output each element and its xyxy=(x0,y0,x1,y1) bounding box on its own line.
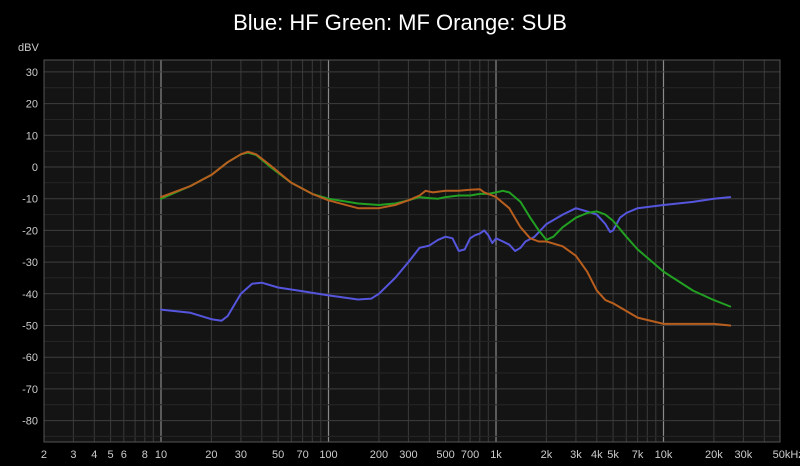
plot-border xyxy=(43,59,781,443)
x-tick-label: 4k xyxy=(591,449,603,461)
x-tick-label: 1k xyxy=(490,449,502,461)
y-tick-label: -60 xyxy=(22,352,38,364)
x-tick-label: 7k xyxy=(632,449,644,461)
x-tick-label: 100 xyxy=(319,449,337,461)
plot-area xyxy=(44,60,780,442)
y-tick-label: -20 xyxy=(22,225,38,237)
x-tick-labels: 2 3 4 5 6 8 10 20 30 50 70 100 200 300 500 700 1k 2k 3k 4k 5… xyxy=(41,449,800,461)
y-tick-label: 20 xyxy=(26,99,38,111)
x-tick-label: 200 xyxy=(370,449,388,461)
x-tick-label: 20k xyxy=(705,449,723,461)
y-tick-label: -30 xyxy=(22,257,38,269)
x-tick-label: 2k xyxy=(541,449,553,461)
x-tick-label: 5k xyxy=(607,449,619,461)
x-tick-label: 30 xyxy=(235,449,247,461)
series-line-2 xyxy=(160,151,732,308)
x-tick-label: 8 xyxy=(142,449,148,461)
x-tick-label: 6 xyxy=(121,449,127,461)
x-tick-label: 2 xyxy=(41,449,47,461)
x-tick-label: 3k xyxy=(570,449,582,461)
y-tick-label: -70 xyxy=(22,384,38,396)
y-tick-label: -10 xyxy=(22,194,38,206)
series-group xyxy=(160,150,732,327)
y-tick-label: 10 xyxy=(26,130,38,142)
x-tick-label: 4 xyxy=(91,449,97,461)
x-tick-label: 70 xyxy=(296,449,308,461)
x-tick-label: 50 xyxy=(272,449,284,461)
y-tick-label: -80 xyxy=(22,416,38,428)
x-tick-label: 30k xyxy=(735,449,753,461)
y-tick-label: -50 xyxy=(22,321,38,333)
grid xyxy=(43,59,781,443)
x-tick-label: 500 xyxy=(436,449,454,461)
y-tick-label: -40 xyxy=(22,289,38,301)
x-tick-label: 10 xyxy=(155,449,167,461)
y-tick-labels: 30 20 10 0 -10 -20 -30 -40 -50 -60 -70 -80 xyxy=(22,67,38,428)
y-axis-label: dBV xyxy=(18,42,39,54)
y-tick-label: 30 xyxy=(26,67,38,79)
x-tick-label: 700 xyxy=(461,449,479,461)
x-tick-label: 5 xyxy=(108,449,114,461)
x-tick-label: 20 xyxy=(205,449,217,461)
series-line-3 xyxy=(160,150,732,327)
x-tick-label: 300 xyxy=(399,449,417,461)
x-tick-label: 3 xyxy=(70,449,76,461)
x-tick-label: 10k xyxy=(655,449,673,461)
series-line-1 xyxy=(160,196,732,322)
x-tick-label: 50kHz xyxy=(773,449,800,461)
chart-title: Blue: HF Green: MF Orange: SUB xyxy=(233,10,567,35)
y-tick-label: 0 xyxy=(32,162,38,174)
